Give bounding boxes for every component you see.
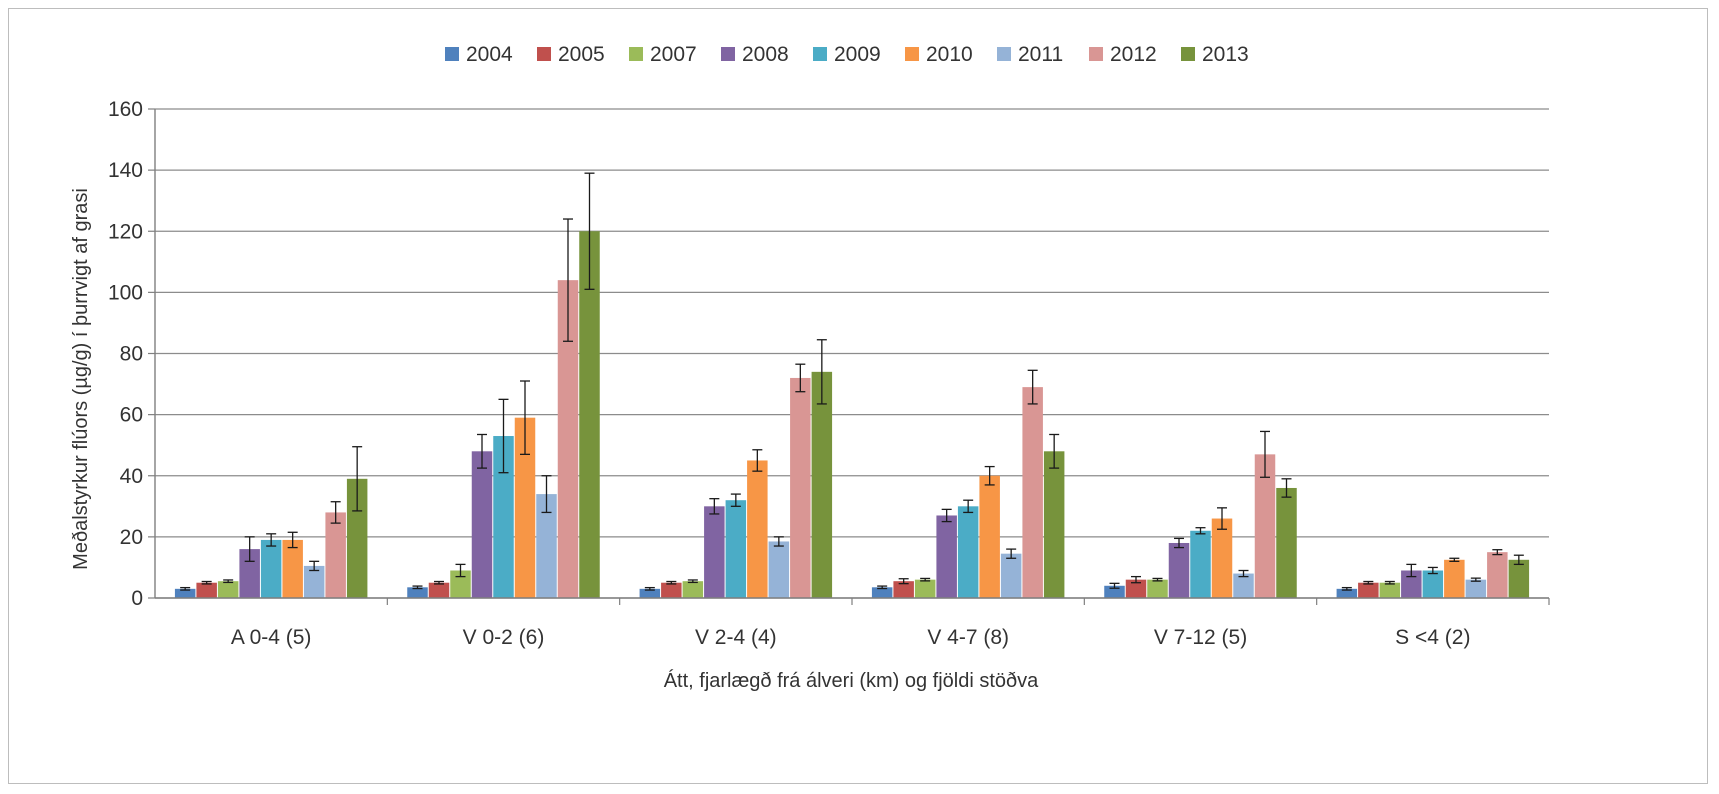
bar-2004-0 bbox=[174, 588, 196, 598]
bar-2012-1 bbox=[557, 280, 579, 598]
y-tick-label: 0 bbox=[131, 587, 143, 610]
legend-swatch-2012 bbox=[1089, 47, 1103, 61]
bar-2005-0 bbox=[196, 582, 217, 598]
legend-swatch-2011 bbox=[997, 47, 1011, 61]
bar-2004-4 bbox=[1104, 585, 1125, 598]
x-tick-label: V 7-12 (5) bbox=[1154, 626, 1247, 649]
y-tick-label: 80 bbox=[120, 343, 143, 366]
bar-2011-5 bbox=[1465, 579, 1487, 598]
axes bbox=[148, 108, 1550, 605]
bar-2008-1 bbox=[471, 451, 493, 598]
bar-2013-3 bbox=[1043, 451, 1065, 598]
bar-2008-3 bbox=[936, 515, 957, 598]
bar-2012-4 bbox=[1254, 454, 1276, 598]
bar-2012-3 bbox=[1022, 387, 1043, 598]
bar-2007-4 bbox=[1147, 579, 1168, 598]
legend-swatch-2005 bbox=[537, 47, 551, 61]
bar-2007-3 bbox=[914, 579, 936, 598]
bar-2010-1 bbox=[514, 417, 536, 598]
gridlines bbox=[155, 108, 1549, 599]
legend-label: 2013 bbox=[1202, 43, 1249, 66]
legend-label: 2010 bbox=[926, 43, 973, 66]
legend-label: 2008 bbox=[742, 43, 789, 66]
y-tick-label: 120 bbox=[108, 220, 143, 243]
bar-2004-3 bbox=[871, 587, 893, 598]
bar-2012-5 bbox=[1487, 552, 1508, 598]
bar-2012-0 bbox=[325, 512, 346, 598]
legend-swatch-2007 bbox=[629, 47, 643, 61]
y-tick-label: 140 bbox=[108, 159, 143, 182]
bar-2012-2 bbox=[790, 377, 811, 598]
error-bars bbox=[180, 172, 1524, 591]
bar-2010-5 bbox=[1444, 559, 1465, 598]
bar-2013-2 bbox=[811, 371, 833, 598]
y-tick-label: 160 bbox=[108, 98, 143, 121]
x-tick-labels: A 0-4 (5) V 0-2 (6) V 2-4 (4) V 4-7 (8) V 7-… bbox=[231, 626, 1471, 649]
bar-2009-0 bbox=[260, 539, 282, 598]
x-axis-title: Átt, fjarlægð frá álveri (km) og fjöldi … bbox=[664, 669, 1039, 692]
bar-2009-2 bbox=[725, 500, 747, 598]
legend-swatch-2009 bbox=[813, 47, 827, 61]
y-tick-label: 40 bbox=[120, 465, 143, 488]
bar-2011-3 bbox=[1000, 553, 1022, 598]
bar-2010-3 bbox=[979, 475, 1000, 598]
bar-2004-1 bbox=[407, 587, 428, 598]
bar-2008-2 bbox=[704, 506, 725, 598]
bar-2007-5 bbox=[1379, 582, 1401, 598]
bar-2011-0 bbox=[303, 565, 325, 598]
bar-2011-1 bbox=[536, 494, 557, 598]
bar-2010-4 bbox=[1211, 518, 1233, 598]
bar-2005-3 bbox=[893, 581, 914, 598]
y-tick-labels: 0 20 40 60 80 100 120 140 160 bbox=[108, 98, 143, 610]
bar-2013-1 bbox=[579, 231, 600, 598]
legend-label: 2011 bbox=[1018, 43, 1063, 66]
bar-2013-5 bbox=[1508, 559, 1530, 598]
x-tick-label: V 4-7 (8) bbox=[927, 626, 1009, 649]
x-tick-label: V 0-2 (6) bbox=[463, 626, 545, 649]
legend-label: 2005 bbox=[558, 43, 605, 66]
bar-2013-4 bbox=[1276, 487, 1297, 598]
legend: 2004 2005 2007 2008 2009 2010 2011 2012 2013 bbox=[445, 43, 1249, 66]
x-tick-label: S <4 (2) bbox=[1395, 626, 1470, 649]
chart-frame: 0 20 40 60 80 100 120 140 160 A 0-4 (5) V 0-2 (6)… bbox=[8, 8, 1708, 784]
bar-2004-2 bbox=[639, 588, 661, 598]
bar-2005-2 bbox=[661, 582, 682, 598]
bar-chart: 0 20 40 60 80 100 120 140 160 A 0-4 (5) V 0-2 (6)… bbox=[70, 43, 1550, 692]
x-tick-label: V 2-4 (4) bbox=[695, 626, 777, 649]
legend-label: 2012 bbox=[1110, 43, 1157, 66]
y-axis-title: Meðalstyrkur flúors (µg/g) í þurrvigt af… bbox=[70, 188, 92, 570]
bar-2007-2 bbox=[682, 581, 704, 598]
bar-2008-4 bbox=[1168, 542, 1190, 598]
bar-2009-4 bbox=[1190, 530, 1211, 598]
x-tick-label: A 0-4 (5) bbox=[231, 626, 312, 649]
y-tick-label: 100 bbox=[108, 281, 143, 304]
bar-2011-4 bbox=[1233, 573, 1254, 598]
legend-swatch-2008 bbox=[721, 47, 735, 61]
bar-2005-5 bbox=[1358, 582, 1379, 598]
legend-swatch-2004 bbox=[445, 47, 459, 61]
legend-swatch-2010 bbox=[905, 47, 919, 61]
legend-swatch-2013 bbox=[1181, 47, 1195, 61]
bar-2008-0 bbox=[239, 549, 260, 598]
bar-2005-4 bbox=[1125, 579, 1147, 598]
bars bbox=[174, 231, 1530, 598]
bar-2009-5 bbox=[1422, 570, 1444, 598]
bar-2010-2 bbox=[747, 460, 768, 598]
bar-2013-0 bbox=[346, 478, 368, 598]
bar-2005-1 bbox=[428, 582, 450, 598]
legend-label: 2007 bbox=[650, 43, 697, 66]
bar-2004-5 bbox=[1336, 588, 1358, 598]
legend-label: 2004 bbox=[466, 43, 513, 66]
y-tick-label: 20 bbox=[120, 526, 143, 549]
bar-2007-1 bbox=[450, 570, 471, 598]
bar-2009-3 bbox=[957, 506, 979, 598]
bar-2007-0 bbox=[217, 581, 239, 598]
bar-2010-0 bbox=[282, 539, 303, 598]
bar-2008-5 bbox=[1401, 570, 1422, 598]
y-tick-label: 60 bbox=[120, 404, 143, 427]
legend-label: 2009 bbox=[834, 43, 881, 66]
bar-2009-1 bbox=[493, 436, 514, 598]
bar-2011-2 bbox=[768, 541, 790, 598]
